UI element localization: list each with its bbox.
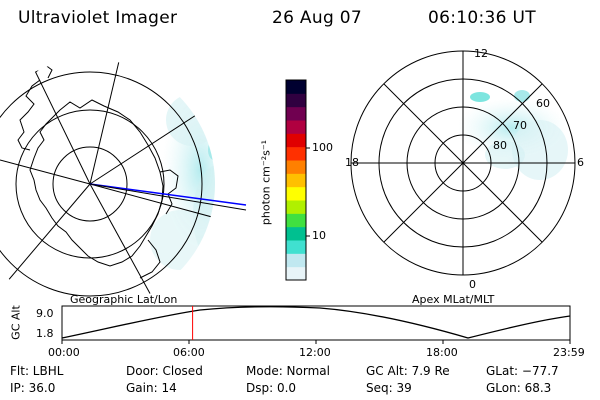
- xtick-0000: 00:00: [48, 346, 80, 359]
- altitude-plot: [61, 305, 571, 344]
- colorbar-label: photon cm⁻²s⁻¹: [259, 139, 273, 226]
- geographic-caption: Geographic Lat/Lon: [70, 293, 178, 306]
- status-gc-alt: GC Alt: 7.9 Re: [366, 364, 450, 378]
- xtick-2359: 23:59: [553, 346, 585, 359]
- mlt-label-18: 18: [345, 156, 359, 169]
- observation-date: 26 Aug 07: [272, 8, 362, 28]
- status-filter: Flt: LBHL: [10, 364, 64, 378]
- mlat-label-70: 70: [513, 119, 527, 132]
- status-dsp: Dsp: 0.0: [246, 381, 297, 395]
- instrument-title: Ultraviolet Imager: [18, 8, 178, 28]
- altitude-ylabel: GC Alt: [9, 305, 23, 340]
- colorbar-swatch: [286, 120, 306, 134]
- colorbar-swatch: [286, 213, 306, 228]
- altitude-ytick-max: 9.0: [36, 307, 54, 320]
- colorbar-swatch: [286, 226, 306, 241]
- status-gain: Gain: 14: [126, 381, 177, 395]
- status-mode: Mode: Normal: [246, 364, 330, 378]
- altitude-curve: [61, 306, 571, 339]
- color-scale-bar: [285, 79, 310, 281]
- magnetic-map: [350, 50, 576, 276]
- status-seq: Seq: 39: [366, 381, 412, 395]
- colorbar-swatch: [286, 253, 306, 268]
- mlat-label-80: 80: [493, 139, 507, 152]
- xtick-0600: 06:00: [173, 346, 205, 359]
- status-ip: IP: 36.0: [10, 381, 56, 395]
- aurora-emission-right: [457, 90, 568, 180]
- colorbar-swatch: [286, 146, 306, 161]
- mlt-label-6: 6: [577, 156, 584, 169]
- colorbar-swatch: [286, 133, 306, 148]
- observation-time: 06:10:36 UT: [428, 8, 536, 28]
- colorbar-swatch: [286, 200, 306, 214]
- status-glon: GLon: 68.3: [486, 381, 552, 395]
- colorbar-swatch: [286, 160, 306, 174]
- xtick-1200: 12:00: [299, 346, 331, 359]
- colorbar-swatch: [286, 186, 306, 201]
- colorbar-swatch: [286, 93, 306, 108]
- colorbar-tick-100: 100: [312, 141, 333, 154]
- mlt-label-12: 12: [474, 47, 488, 60]
- colorbar-tick-10: 10: [312, 229, 326, 242]
- geographic-map: [0, 59, 247, 309]
- mlat-label-60: 60: [536, 97, 550, 110]
- colorbar-swatch: [286, 173, 306, 188]
- colorbar-swatch: [286, 80, 306, 94]
- colorbar-swatch: [286, 240, 306, 254]
- coastline: [29, 99, 164, 267]
- colorbar-border: [285, 79, 307, 281]
- colorbar-swatch: [286, 266, 306, 281]
- status-glat: GLat: −77.7: [486, 364, 559, 378]
- altitude-ytick-min: 1.8: [36, 327, 54, 340]
- status-door: Door: Closed: [126, 364, 203, 378]
- colorbar-swatch: [286, 106, 306, 121]
- magnetic-caption: Apex MLat/MLT: [412, 293, 495, 306]
- xtick-1800: 18:00: [426, 346, 458, 359]
- mlt-label-0: 0: [469, 278, 476, 291]
